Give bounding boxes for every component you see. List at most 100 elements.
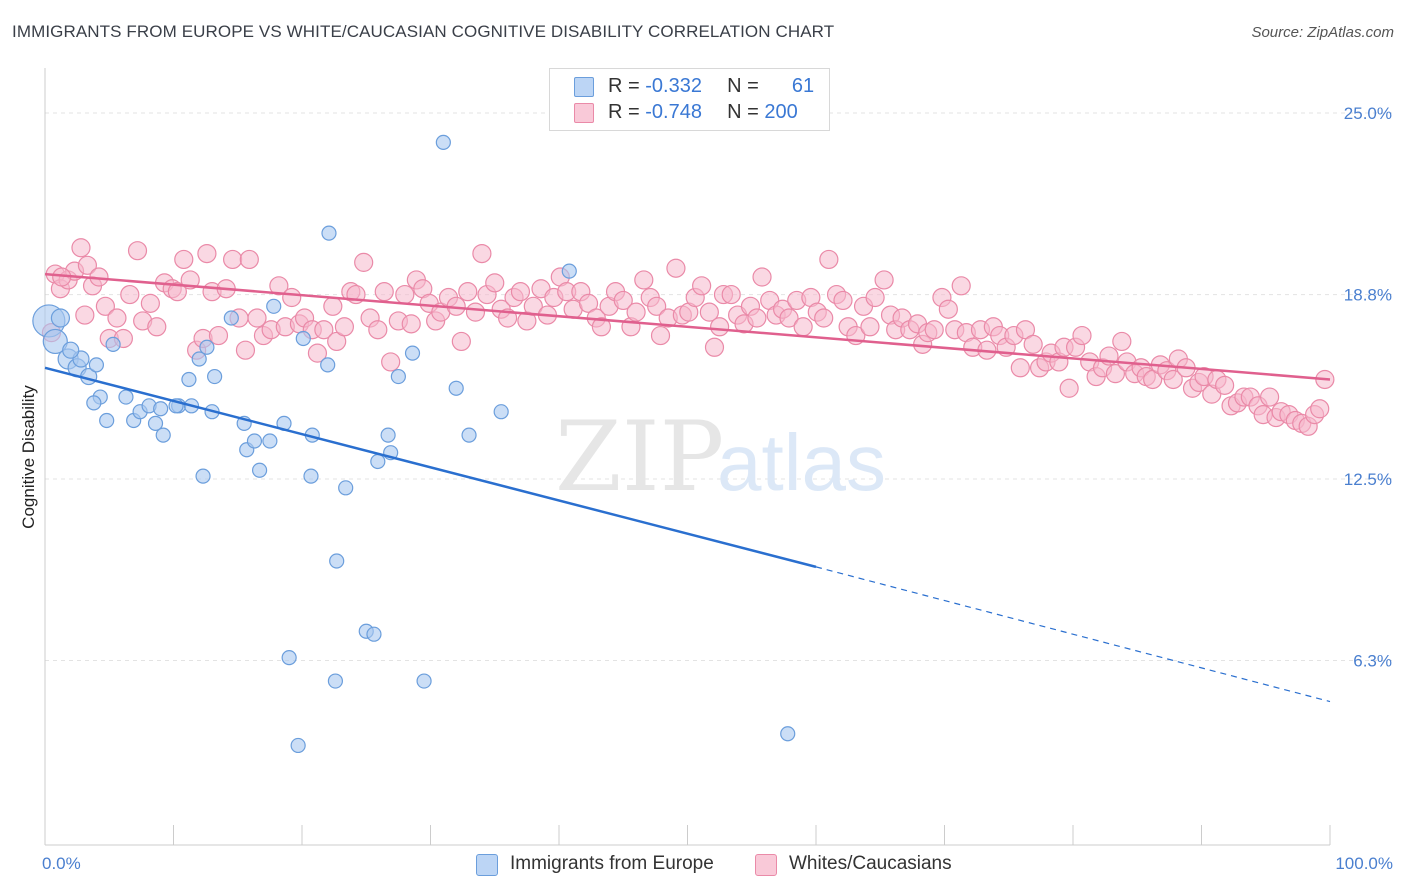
pink-point: [282, 287, 302, 308]
pink-point: [814, 308, 834, 328]
pink-point: [699, 302, 719, 322]
pink-point: [381, 352, 401, 372]
y-tick-label: 12.5%: [1344, 470, 1392, 489]
pink-point: [692, 276, 712, 296]
blue-point: [199, 339, 215, 355]
pink-point: [1112, 331, 1132, 352]
pink-point: [951, 276, 971, 296]
blue-point: [493, 404, 509, 420]
source-label: Source: ZipAtlas.com: [1251, 24, 1394, 41]
blue-point: [62, 341, 80, 359]
blue-trend-extension: [815, 566, 1331, 703]
pink-point: [938, 299, 958, 319]
y-tick-label: 18.8%: [1344, 286, 1392, 305]
watermark-zip: ZIP: [555, 401, 724, 513]
pink-point: [174, 249, 194, 270]
legend-swatch-pink: [574, 103, 594, 123]
pink-point: [747, 308, 767, 328]
blue-point: [461, 427, 477, 443]
pink-point: [334, 317, 355, 337]
pink-point: [666, 258, 686, 278]
pink-point: [710, 317, 730, 337]
blue-point: [390, 368, 406, 385]
r-label: R =: [608, 101, 640, 123]
pink-point: [721, 284, 741, 305]
n-label: N =: [727, 101, 759, 123]
blue-point: [223, 310, 239, 326]
n-value: 61: [791, 75, 815, 97]
pink-point: [865, 287, 885, 308]
n-value: 200: [764, 101, 798, 123]
blue-trend-line: [44, 366, 817, 569]
watermark-atlas: atlas: [717, 418, 886, 507]
blue-point: [105, 336, 121, 352]
blue-point: [281, 650, 297, 666]
pink-point: [1310, 399, 1330, 419]
pink-point: [120, 284, 140, 305]
pink-point: [634, 270, 654, 290]
legend-swatch-blue: [476, 854, 498, 876]
series-legend: Immigrants from Europe Whites/Caucasians: [0, 853, 1406, 877]
pink-point: [591, 317, 612, 337]
pink-point: [374, 282, 394, 302]
watermark: ZIP atlas: [555, 401, 886, 513]
blue-point: [246, 433, 263, 449]
pink-point: [395, 284, 415, 305]
blue-point: [262, 433, 278, 449]
r-label: R =: [608, 75, 640, 97]
blue-point: [266, 298, 282, 314]
chart-title: IMMIGRANTS FROM EUROPE VS WHITE/CAUCASIA…: [12, 22, 835, 41]
blue-point: [99, 412, 115, 429]
pink-point: [314, 320, 334, 340]
blue-point: [86, 395, 102, 411]
pink-point: [1072, 325, 1092, 346]
blue-point: [191, 351, 207, 367]
blue-point: [321, 225, 337, 241]
x-tick-label: 100.0%: [1335, 854, 1393, 873]
blue-point: [416, 673, 432, 689]
pink-point: [704, 337, 725, 357]
blue-point: [290, 737, 306, 754]
blue-point: [780, 726, 796, 742]
pink-point: [833, 290, 853, 311]
pink-point: [1105, 364, 1126, 384]
pink-point: [1260, 387, 1280, 407]
r-value: -0.332: [645, 75, 702, 97]
pink-point: [819, 249, 839, 270]
pink-point: [626, 302, 646, 322]
pink-point: [1059, 378, 1079, 398]
legend-label: Immigrants from Europe: [510, 853, 714, 874]
blue-point: [338, 480, 354, 496]
pink-point: [779, 308, 799, 328]
blue-point: [404, 345, 421, 361]
pink-point: [247, 308, 267, 328]
blue-point: [251, 462, 268, 478]
pink-point: [307, 343, 328, 363]
pink-point: [71, 238, 91, 258]
pink-point: [223, 249, 243, 270]
x-tick-label: 0.0%: [42, 854, 81, 873]
pink-point: [140, 293, 160, 313]
pink-point: [75, 305, 95, 325]
pink-point: [1163, 369, 1183, 390]
pink-trend-line: [44, 272, 1331, 381]
pink-point: [650, 325, 671, 346]
y-tick-label: 25.0%: [1344, 104, 1392, 123]
blue-point: [435, 134, 451, 150]
blue-point: [181, 371, 197, 388]
pink-point: [95, 296, 115, 316]
blue-point: [329, 553, 345, 569]
y-tick-label: 6.3%: [1353, 652, 1392, 671]
trend-lines: [44, 272, 1331, 703]
blue-point: [118, 389, 134, 405]
blue-point: [207, 368, 223, 385]
pink-point: [107, 308, 127, 328]
pink-point: [752, 267, 772, 287]
blue-point: [370, 453, 386, 470]
pink-point: [197, 243, 217, 264]
pink-point: [458, 282, 478, 302]
pink-point: [368, 320, 388, 340]
blue-point: [147, 415, 164, 432]
blue-point: [380, 427, 396, 443]
pink-point: [647, 296, 667, 316]
